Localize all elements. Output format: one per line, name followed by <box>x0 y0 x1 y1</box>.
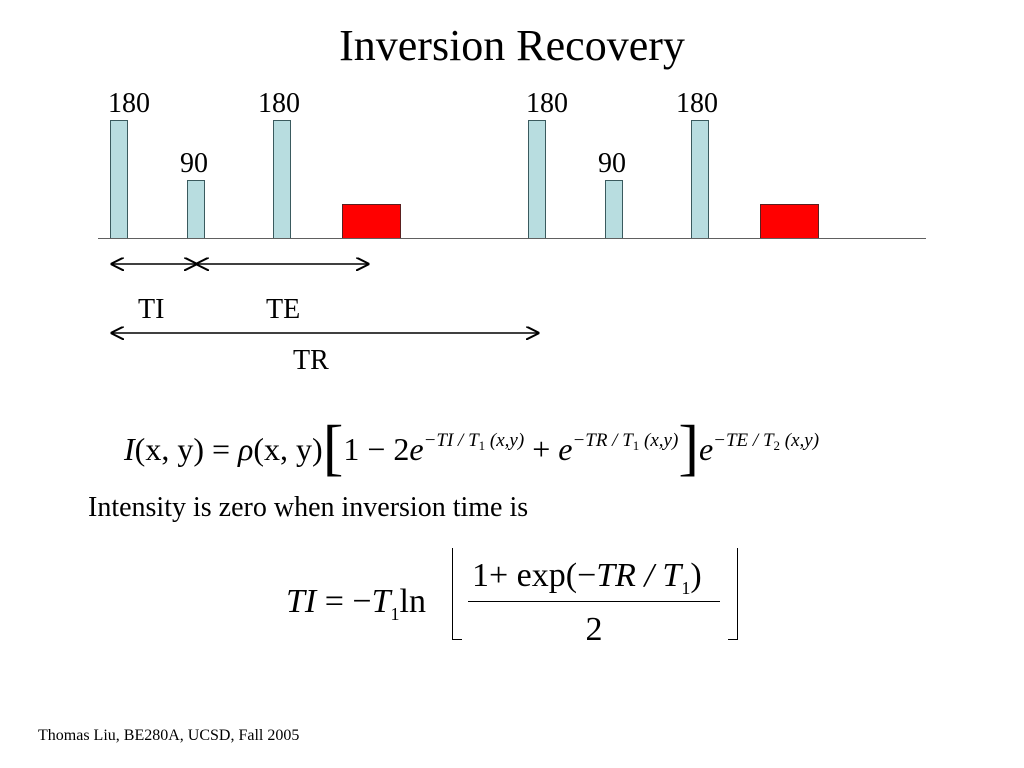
slide-title: Inversion Recovery <box>339 21 685 70</box>
eq1-args: (x, y) <box>134 431 204 467</box>
pulse-label-180-second: 180 <box>258 88 300 119</box>
ln-symbol: ln <box>399 583 426 620</box>
tr-label: TR <box>293 345 329 376</box>
pulse-label-90-second: 90 <box>598 148 626 179</box>
fraction-bar <box>468 601 720 602</box>
exp1-term: −TI / T1 (x,y) <box>423 430 525 453</box>
left-floor-bracket <box>452 548 462 640</box>
ti-symbol: TI <box>286 583 317 620</box>
eq2-equals: = − <box>316 583 372 620</box>
right-bracket: ] <box>678 414 699 482</box>
pulse-label-180-fourth: 180 <box>676 88 718 119</box>
time-axis <box>98 238 926 239</box>
signal-equation: I(x, y) = ρ(x, y)[1 − 2e−TI / T1 (x,y) +… <box>124 417 820 479</box>
t1-subscript: 1 <box>390 604 400 624</box>
t1-symbol: T <box>371 583 391 620</box>
fraction-numerator: 1+ exp(−TR / T1) <box>472 557 702 598</box>
pulse-label-180-third: 180 <box>526 88 568 119</box>
eq1-plus: + <box>524 431 559 467</box>
fraction-denominator: 2 <box>585 611 603 648</box>
exp3-term: −TE / T2 (x,y) <box>713 430 820 453</box>
eq1-equals: = <box>203 431 239 467</box>
eq1-one-minus-two: 1 − 2 <box>343 431 410 467</box>
pulse-label-90-first: 90 <box>180 148 208 179</box>
readout-block <box>760 204 819 239</box>
exp-base-e: e <box>558 431 573 467</box>
exp-base-e: e <box>409 431 424 467</box>
te-label: TE <box>266 294 301 325</box>
exp-base-e: e <box>698 431 714 467</box>
footer-credit: Thomas Liu, BE280A, UCSD, Fall 2005 <box>38 727 300 744</box>
left-bracket: [ <box>322 414 344 482</box>
exp2-term: −TR / T1 (x,y) <box>572 430 679 453</box>
eq2-lhs: TI = −T1ln <box>286 582 426 626</box>
readout-block <box>342 204 401 239</box>
pulse-label-180-first: 180 <box>108 88 150 119</box>
ti-label: TI <box>138 294 165 325</box>
caption-text: Intensity is zero when inversion time is <box>88 492 529 523</box>
right-floor-bracket <box>728 548 738 640</box>
eq1-rho-args: (x, y) <box>253 431 323 467</box>
intensity-symbol: I <box>124 431 135 467</box>
rho-symbol: ρ <box>238 431 254 467</box>
interval-arrows <box>0 0 1024 400</box>
